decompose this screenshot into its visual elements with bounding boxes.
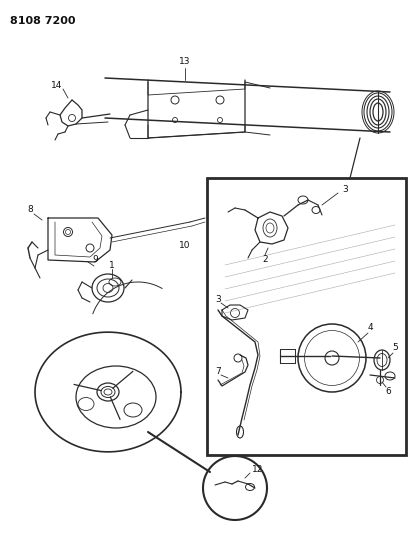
Text: 7: 7 <box>215 367 221 376</box>
Text: 2: 2 <box>262 255 268 264</box>
Text: 1: 1 <box>109 261 115 270</box>
Text: 3: 3 <box>342 185 348 195</box>
Text: 13: 13 <box>179 58 191 67</box>
Text: 9: 9 <box>92 255 98 264</box>
Text: 8108 7200: 8108 7200 <box>10 16 76 26</box>
Text: 3: 3 <box>215 295 221 304</box>
Bar <box>207 178 406 455</box>
Text: 6: 6 <box>385 387 391 397</box>
Text: 8: 8 <box>27 206 33 214</box>
Text: 12: 12 <box>252 465 264 474</box>
Text: 14: 14 <box>51 80 63 90</box>
Text: 10: 10 <box>179 241 191 251</box>
Text: 4: 4 <box>367 324 373 333</box>
Text: 5: 5 <box>392 343 398 352</box>
